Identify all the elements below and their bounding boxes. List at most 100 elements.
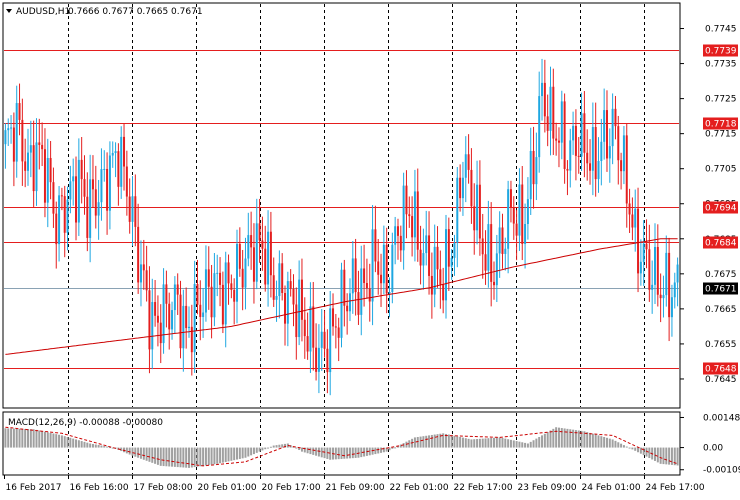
candle-body (662, 295, 665, 299)
candle-body (509, 189, 512, 208)
candle-body (252, 247, 255, 282)
macd-bar (238, 447, 241, 459)
macd-bar (207, 447, 210, 466)
time-tick-label: 23 Feb 09:00 (518, 483, 577, 493)
candle-body (419, 249, 422, 266)
macd-bar (634, 447, 637, 451)
macd-bar (560, 428, 563, 448)
macd-bar (24, 428, 27, 448)
candle-body (227, 262, 230, 284)
price-tick-label: 0.7675 (705, 270, 737, 280)
macd-bar (552, 428, 555, 448)
candle-body (219, 272, 222, 285)
macd-bar (495, 437, 498, 448)
symbol-label: AUDUSD,H1 (16, 7, 70, 17)
macd-bar (111, 447, 114, 449)
time-tick-label: 24 Feb 01:00 (582, 483, 641, 493)
macd-bar (148, 447, 151, 462)
macd-bar (442, 433, 445, 448)
candle-body (258, 223, 261, 241)
macd-bar (603, 436, 606, 448)
candle-body (521, 184, 524, 244)
macd-bar (182, 447, 185, 468)
candle-body (332, 308, 335, 327)
macd-bar (543, 433, 546, 448)
candle-body (213, 273, 216, 318)
macd-bar (15, 428, 18, 448)
candle-body (315, 347, 318, 372)
macd-bar (219, 447, 222, 464)
macd-bar (295, 447, 298, 449)
time-axis: 16 Feb 2017 16 Feb 16:00 17 Feb 08:00 20 Fe… (4, 475, 705, 493)
triangle-down-icon[interactable] (6, 9, 12, 13)
macd-axis: 0.00148 0.00 -0.00109 (680, 413, 740, 476)
macd-bar (187, 447, 190, 468)
candle-body (529, 150, 532, 200)
macd-bar (591, 433, 594, 448)
candle-body (532, 150, 535, 185)
macd-bar (524, 442, 527, 448)
candle-body (131, 196, 134, 222)
price-tick-label: 0.7735 (705, 60, 737, 70)
candle-body (563, 101, 566, 169)
macd-bar (645, 447, 648, 457)
macd-bar (4, 428, 7, 448)
candle-body (117, 151, 120, 187)
macd-bar (94, 444, 97, 448)
candle-body (589, 163, 592, 171)
macd-bar (668, 447, 671, 465)
candle-body (292, 288, 295, 305)
macd-bar (272, 445, 275, 448)
candle-body (289, 281, 292, 289)
candle-body (86, 196, 89, 238)
candle-body (309, 306, 312, 352)
candle-body (151, 302, 154, 350)
candle-body (515, 223, 518, 236)
candle-body (125, 166, 128, 197)
macd-bar (501, 438, 504, 448)
macd-bar (66, 436, 69, 448)
macd-bar (233, 447, 236, 461)
macd-bar (428, 435, 431, 448)
candle-body (493, 281, 496, 286)
candle-body (295, 304, 298, 338)
moving-average-line (5, 238, 678, 355)
candle-body (617, 126, 620, 161)
macd-bar (204, 447, 207, 466)
candle-body (264, 248, 267, 285)
candle-body (111, 152, 114, 156)
candle-body (46, 157, 49, 203)
macd-bar (577, 430, 580, 448)
macd-bar (156, 447, 159, 465)
candle-body (535, 157, 538, 185)
candle-body (303, 319, 306, 337)
price-level-label: 0.7718 (705, 120, 737, 130)
price-tick-label: 0.7645 (705, 375, 737, 385)
macd-bar (583, 431, 586, 448)
macd-bar (108, 447, 111, 449)
candle-body (490, 224, 493, 282)
candle-body (377, 261, 380, 275)
macd-bar (456, 436, 459, 448)
candle-body (35, 142, 38, 192)
candle-body (411, 216, 414, 238)
macd-bar (422, 436, 425, 448)
candle-body (405, 185, 408, 215)
macd-bar (498, 437, 501, 448)
candle-body (29, 145, 32, 153)
macd-bar (52, 433, 55, 448)
macd-bar (185, 447, 188, 468)
candle-body (459, 177, 462, 199)
candle-body (577, 155, 580, 157)
macd-bar (29, 429, 32, 448)
current-price-tag (703, 282, 738, 295)
time-tick-label: 24 Feb 17:00 (646, 483, 705, 493)
price-level-tag (703, 117, 738, 130)
candle-body (241, 268, 244, 288)
candle-body (173, 284, 176, 311)
macd-bar (202, 447, 205, 466)
macd-bar (447, 434, 450, 448)
candle-body (204, 269, 207, 313)
macd-bar (213, 447, 216, 465)
